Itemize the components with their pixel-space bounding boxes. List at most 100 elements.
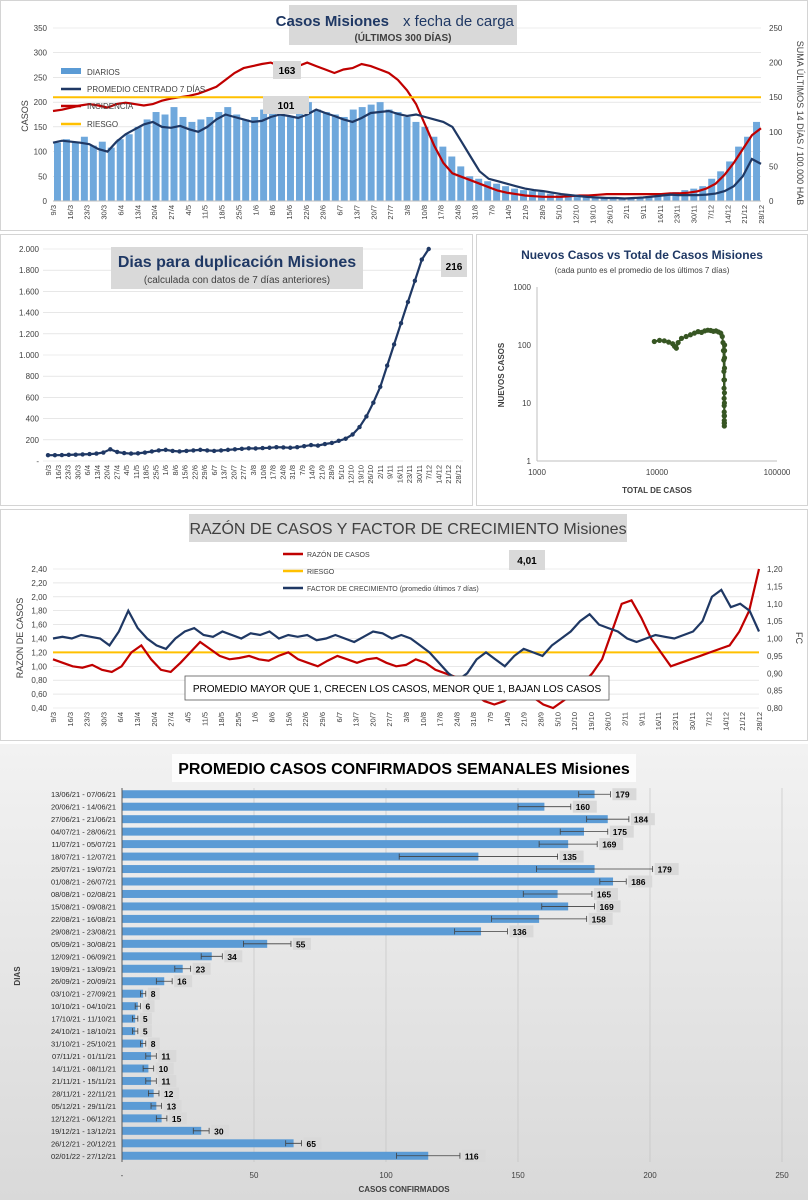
y-right-tick-label: 0 xyxy=(769,197,774,206)
value-label: 186 xyxy=(631,877,645,887)
bar-diarios xyxy=(224,107,232,201)
point-duplicacion xyxy=(66,452,71,458)
x-tick-label: 30/3 xyxy=(73,465,82,480)
x-tick-label: 14/12 xyxy=(723,205,732,224)
y-tick-label: 2.000 xyxy=(19,245,40,254)
value-label: 55 xyxy=(296,939,306,949)
bar-semanal xyxy=(122,790,595,799)
value-label: 5 xyxy=(143,1027,148,1037)
category-label: 03/10/21 - 27/09/21 xyxy=(51,990,116,999)
scatter-title: Nuevos Casos vs Total de Casos Misiones xyxy=(521,248,763,262)
x-tick-label: 30/3 xyxy=(100,205,109,220)
bar-diarios xyxy=(484,181,492,201)
bar-diarios xyxy=(179,116,187,201)
x-tick-label: 100 xyxy=(379,1171,393,1180)
value-label: 165 xyxy=(597,889,611,899)
x-tick-label: 24/8 xyxy=(278,465,287,480)
x-tick-label: 28/9 xyxy=(536,712,545,727)
y-tick-label: 200 xyxy=(34,98,48,107)
bar-semanal xyxy=(122,902,569,911)
legend-label-razon: RAZÓN DE CASOS xyxy=(307,550,370,559)
nuevos-vs-total-panel: Nuevos Casos vs Total de Casos Misiones … xyxy=(476,234,808,506)
x-tick-label: 19/10 xyxy=(356,465,365,484)
x-tick-label: 11/5 xyxy=(132,465,141,479)
x-tick-label: 25/5 xyxy=(234,712,243,727)
point-duplicacion xyxy=(294,445,300,450)
y-tick-label: 300 xyxy=(34,49,48,58)
razon-annotation-box xyxy=(184,675,610,701)
y-right-tick-label: 0,80 xyxy=(767,704,783,713)
value-label-box xyxy=(224,950,243,963)
bar-semanal xyxy=(122,964,183,973)
point-duplicacion xyxy=(336,438,341,444)
x-tick-label: 13/7 xyxy=(352,205,361,220)
value-label: 5 xyxy=(143,1014,148,1024)
bar-semanal xyxy=(122,1114,162,1123)
bar-diarios xyxy=(143,119,151,201)
x-tick-label: 17/8 xyxy=(269,465,278,480)
x-tick-label: 23/3 xyxy=(64,465,73,480)
point-duplicacion xyxy=(156,448,161,453)
point-nuevos-vs-total xyxy=(661,338,667,344)
razon-title: RAZÓN DE CASOS Y FACTOR DE CRECIMIENTO M… xyxy=(189,519,626,538)
point-duplicacion xyxy=(128,451,134,456)
category-label: 31/10/21 - 25/10/21 xyxy=(51,1040,116,1049)
y-tick-label: 1,40 xyxy=(31,635,47,644)
x-tick-label: 6/4 xyxy=(116,205,125,215)
value-label-box xyxy=(596,900,621,913)
bar-diarios xyxy=(260,109,268,201)
x-tick-label: 18/5 xyxy=(217,712,226,727)
category-label: 18/07/21 - 12/07/21 xyxy=(51,853,116,862)
razon-annotation: PROMEDIO MAYOR QUE 1, CRECEN LOS CASOS, … xyxy=(193,684,602,695)
category-label: 11/07/21 - 05/07/21 xyxy=(52,840,117,849)
y-tick-label: 800 xyxy=(26,372,40,381)
category-label: 01/08/21 - 26/07/21 xyxy=(51,878,116,887)
x-tick-label: 11/5 xyxy=(200,712,209,726)
scatter-ylabel: NUEVOS CASOS xyxy=(497,342,506,407)
x-tick-label: 9/11 xyxy=(386,465,395,479)
bar-semanal xyxy=(122,1139,294,1148)
point-duplicacion xyxy=(73,452,78,457)
legend-label-riesgo-razon: RIESGO xyxy=(307,569,335,576)
value-label: 12 xyxy=(164,1089,174,1099)
y-right-tick-label: 0,85 xyxy=(767,687,783,696)
point-duplicacion xyxy=(205,448,210,453)
x-tick-label: 6/7 xyxy=(336,205,345,215)
y-tick-label: 1.000 xyxy=(19,351,40,360)
bar-semanal xyxy=(122,1027,136,1036)
point-nuevos-vs-total xyxy=(721,342,728,348)
y-right-tick-label: 1,00 xyxy=(767,635,783,644)
point-nuevos-vs-total xyxy=(719,333,725,340)
value-label: 158 xyxy=(592,914,606,924)
bar-diarios xyxy=(197,119,205,201)
point-duplicacion xyxy=(191,448,196,453)
bar-diarios xyxy=(188,121,196,201)
y-tick-label: - xyxy=(36,457,39,466)
x-tick-label: 23/11 xyxy=(673,205,682,223)
series-fc xyxy=(52,588,761,682)
x-tick-label: 2/11 xyxy=(621,712,630,726)
razon-ylabel: RAZON DE CASOS xyxy=(15,598,25,679)
value-label-box xyxy=(654,863,679,876)
category-label: 24/10/21 - 18/10/21 xyxy=(51,1027,116,1036)
bar-diarios xyxy=(215,112,223,201)
x-tick-label: 16/11 xyxy=(656,205,665,223)
y-tick-label: 2,40 xyxy=(31,565,47,574)
point-nuevos-vs-total xyxy=(721,390,728,396)
bar-diarios xyxy=(358,107,366,201)
y-right-tick-label: 0,90 xyxy=(767,669,783,678)
y-right-tick-label: 1,05 xyxy=(767,617,783,626)
x-tick-label: 29/6 xyxy=(318,712,327,727)
razon-title-box xyxy=(189,514,627,542)
y-tick-label: 10 xyxy=(522,399,531,408)
point-duplicacion xyxy=(350,432,355,437)
x-tick-label: 21/9 xyxy=(317,465,326,480)
x-tick-label: 31/8 xyxy=(288,465,297,480)
semanales-chart-panel: PROMEDIO CASOS CONFIRMADOS SEMANALES Mis… xyxy=(0,744,808,1200)
bar-diarios xyxy=(672,192,680,201)
y-right-tick-label: 150 xyxy=(769,93,783,102)
value-label-box xyxy=(147,1037,160,1050)
y-tick-label: 1 xyxy=(527,457,532,466)
category-label: 08/08/21 - 02/08/21 xyxy=(51,890,116,899)
x-tick-label: 13/4 xyxy=(133,205,142,220)
